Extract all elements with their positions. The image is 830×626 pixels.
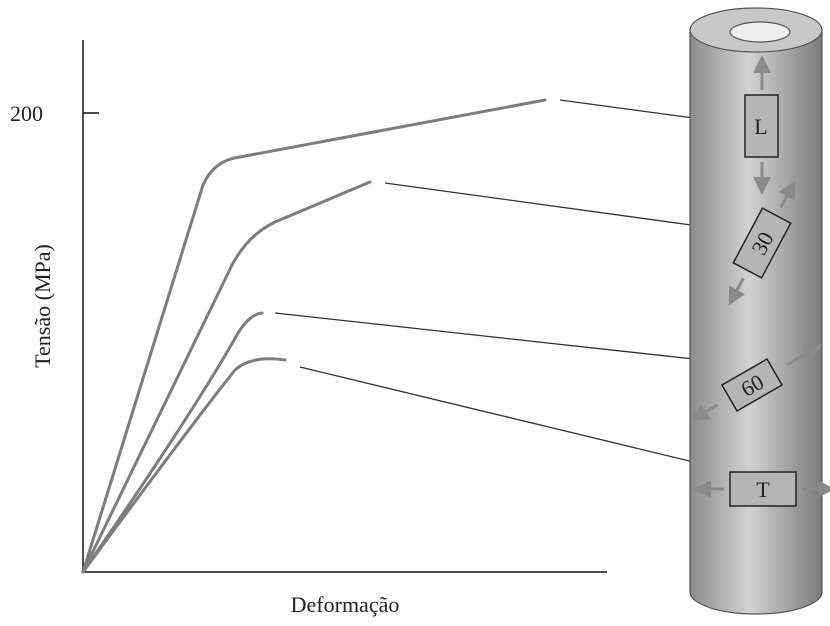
cylinder-hole xyxy=(730,22,790,42)
y-tick-label: 200 xyxy=(10,101,43,126)
y-axis-label: Tensão (MPa) xyxy=(30,244,55,368)
leader xyxy=(300,367,735,472)
leader xyxy=(275,313,748,365)
curve-t xyxy=(83,359,285,572)
x-axis-label: Deformação xyxy=(291,592,400,617)
specimen-label: L xyxy=(754,114,767,139)
leader xyxy=(385,183,742,232)
figure: 200 Tensão (MPa) Deformação L 30 60 T xyxy=(0,0,830,626)
curve-l xyxy=(83,100,545,572)
specimen-label: T xyxy=(756,477,770,502)
